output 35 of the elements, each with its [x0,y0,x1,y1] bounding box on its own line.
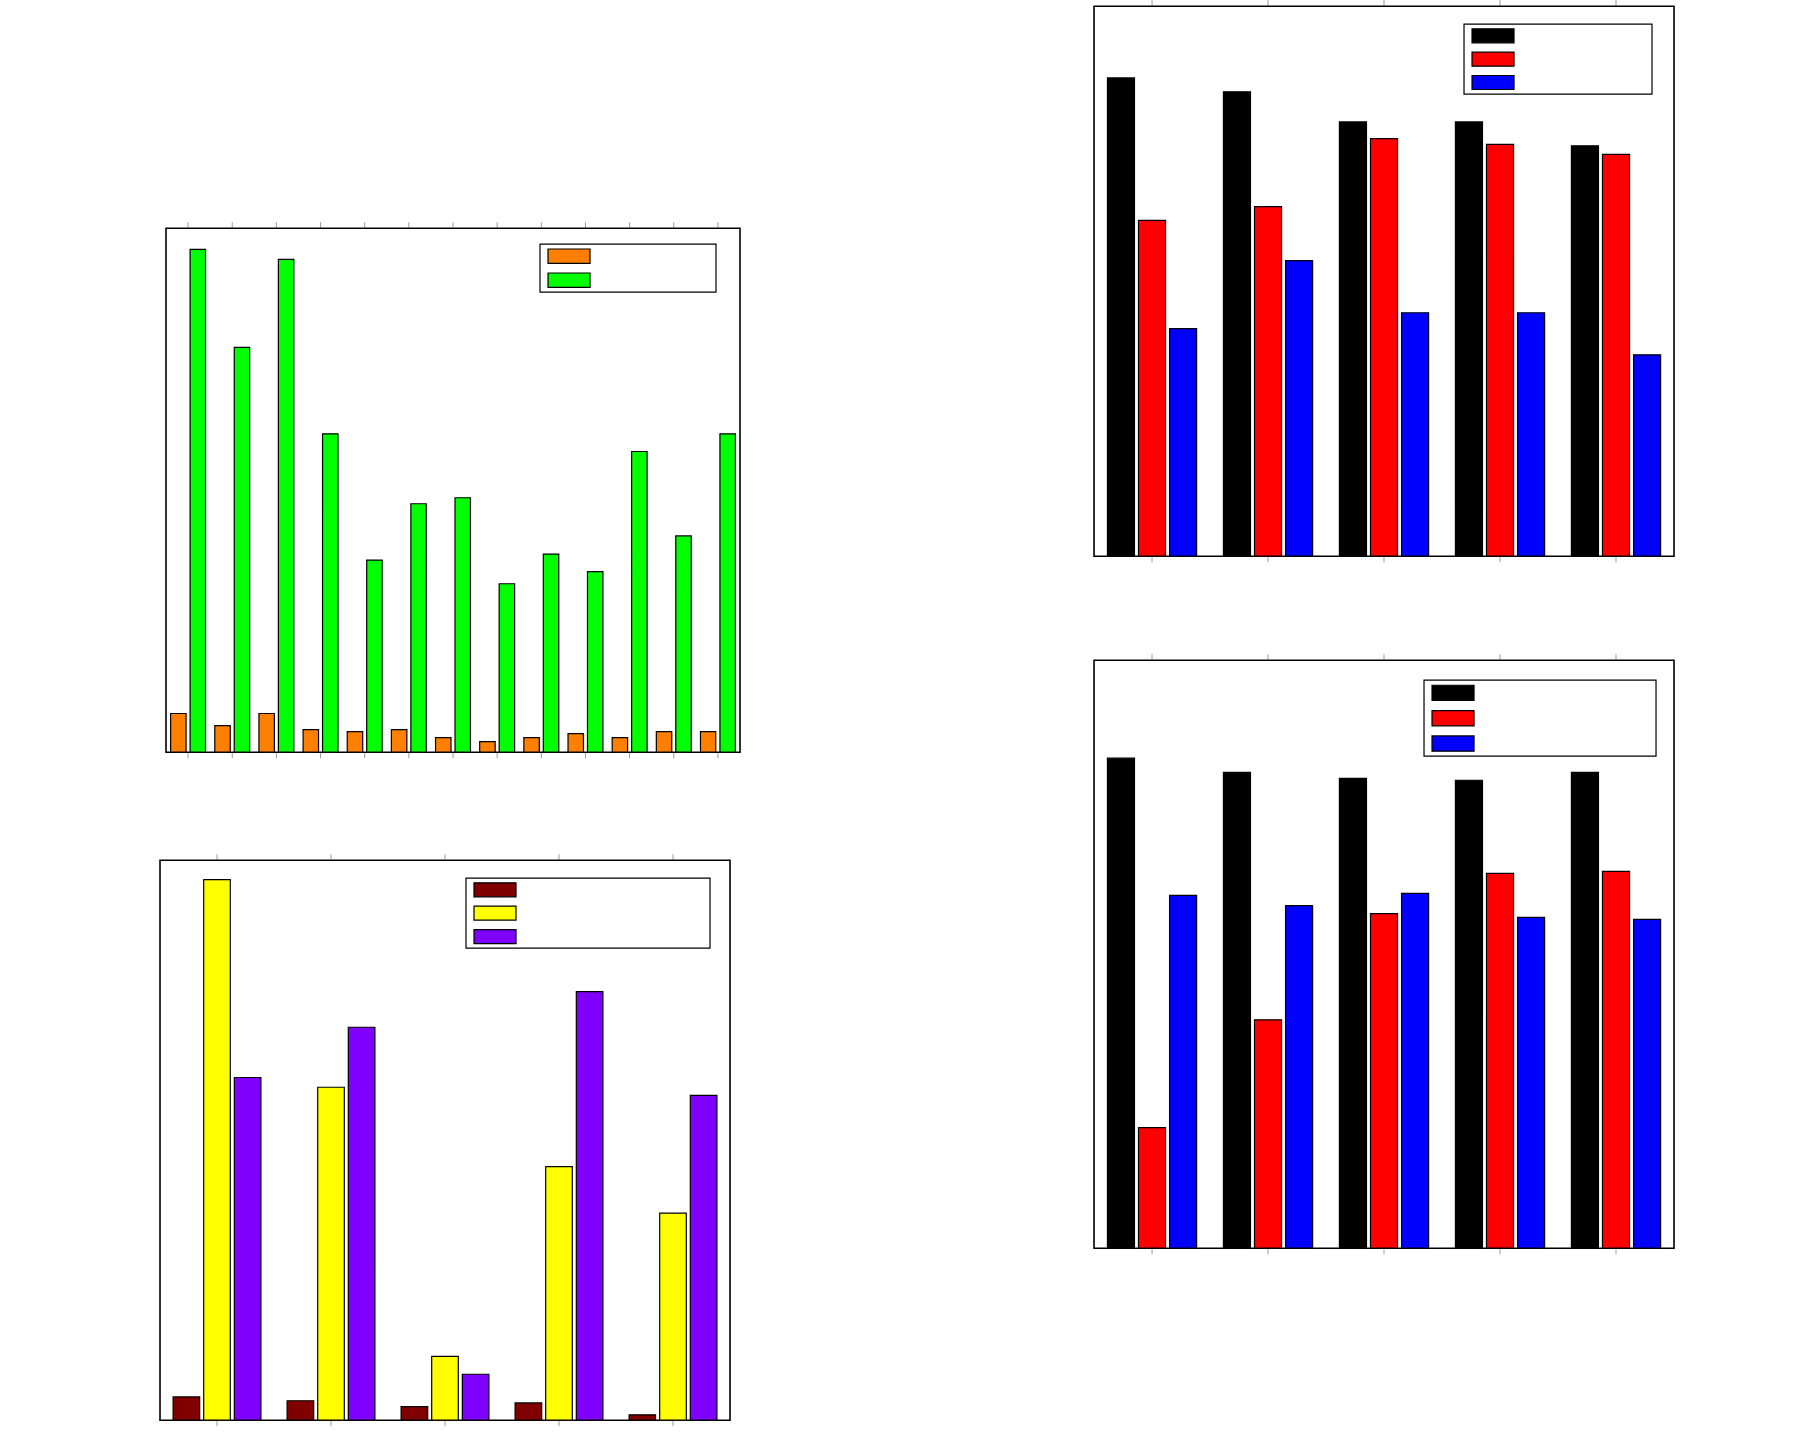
bar [277,258,295,753]
bar [1253,1019,1283,1249]
bar [400,1406,429,1421]
bar [189,248,207,753]
bar [1601,153,1631,557]
bar [454,497,472,753]
bar [675,535,692,753]
bar [366,559,383,753]
bar [286,1400,315,1421]
bar [317,1086,345,1421]
bar [1369,912,1399,1249]
bar [233,346,251,753]
bar [542,553,560,753]
bar [1485,143,1515,557]
bar [545,1166,573,1421]
bar [1632,918,1662,1249]
bar [1369,138,1399,557]
bar [719,433,736,753]
bar [1485,872,1515,1249]
bar [321,433,339,753]
bar [1253,206,1283,557]
bar [1168,894,1198,1249]
bar [1601,870,1631,1249]
bar [498,583,516,753]
bar [410,503,427,753]
bar [1137,219,1167,557]
bar [1516,916,1546,1249]
bar [203,879,231,1421]
bar [1137,1127,1167,1249]
bar [1400,892,1430,1249]
bar [586,571,604,753]
bar [631,450,648,753]
bar [431,1355,459,1421]
bar [1284,905,1314,1249]
bar [659,1212,687,1421]
